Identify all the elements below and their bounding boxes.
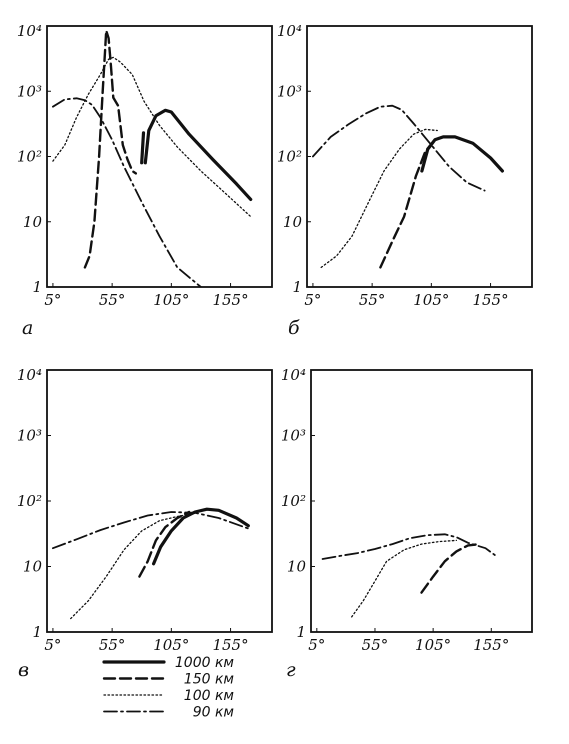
series-line-100-км	[70, 512, 196, 620]
x-tick-label: 5°	[304, 291, 321, 309]
panel-label: б	[288, 317, 300, 339]
y-tick-label: 10⁴	[281, 366, 306, 384]
x-tick-label: 5°	[308, 636, 325, 654]
y-tick-label: 10³	[17, 82, 42, 100]
legend-label: 150 км	[184, 672, 235, 688]
x-tick-label: 105°	[153, 291, 189, 309]
x-tick-label: 105°	[413, 291, 449, 309]
x-tick-label: 155°	[473, 636, 509, 654]
x-tick-label: 155°	[212, 291, 248, 309]
legend-label: 90 км	[193, 705, 235, 721]
chart-panel-3: 1 10 10² 10³ 10⁴ 5° 55° 105° 155° в	[17, 366, 273, 681]
x-tick-label: 105°	[415, 636, 451, 654]
y-tick-label: 10⁴	[17, 22, 42, 40]
series-line-1000-км	[143, 108, 253, 201]
series-line-100-км	[320, 128, 438, 269]
y-tick-label: 10²	[281, 492, 306, 510]
legend-label: 1000 км	[175, 655, 235, 671]
x-tick-label: 155°	[212, 636, 248, 654]
y-tick-label: 10³	[281, 427, 306, 445]
y-tick-label: 10	[283, 213, 303, 231]
series-line-150-км	[83, 29, 138, 269]
series-line-1000-км	[140, 131, 146, 165]
y-tick-label: 1	[292, 278, 302, 296]
y-tick-label: 10	[23, 558, 43, 576]
plot-frame	[46, 369, 273, 633]
chart-panel-1: 1 10 10² 10³ 10⁴ 5° 55° 105° 155° а	[17, 22, 273, 339]
chart-panel-4: 1 10 10² 10³ 10⁴ 5° 55° 105° 155° г	[281, 366, 533, 681]
series-line-1000-км	[152, 507, 250, 566]
chart-panel-2: 1 10 10² 10³ 10⁴ 5° 55° 105° 155° б	[277, 22, 533, 339]
x-tick-label: 5°	[44, 636, 61, 654]
x-tick-label: 5°	[44, 291, 61, 309]
series-line-100-км	[52, 56, 252, 218]
y-tick-label: 1	[32, 623, 42, 641]
panel-label: г	[286, 659, 296, 681]
x-tick-label: 55°	[99, 291, 126, 309]
plot-frame	[46, 25, 273, 288]
series-line-90-км	[52, 511, 250, 550]
panel-label: а	[22, 317, 33, 339]
x-tick-label: 155°	[472, 291, 508, 309]
x-tick-label: 105°	[153, 636, 189, 654]
series-line-150-км	[379, 135, 445, 269]
y-tick-label: 10⁴	[277, 22, 302, 40]
x-tick-label: 55°	[359, 291, 386, 309]
series-line-150-км	[420, 542, 481, 594]
plot-frame	[306, 25, 533, 288]
y-tick-label: 1	[296, 623, 306, 641]
y-tick-label: 10³	[277, 82, 302, 100]
y-tick-label: 10	[23, 213, 43, 231]
y-tick-label: 10⁴	[17, 366, 42, 384]
legend-label: 100 км	[184, 688, 235, 704]
y-tick-label: 1	[32, 278, 42, 296]
x-tick-label: 55°	[99, 636, 126, 654]
y-tick-label: 10²	[277, 148, 302, 166]
y-tick-label: 10²	[17, 148, 42, 166]
series-line-90-км	[311, 104, 486, 192]
x-tick-label: 55°	[362, 636, 389, 654]
panel-label: в	[18, 659, 29, 681]
y-tick-label: 10³	[17, 427, 42, 445]
series-line-150-км	[138, 510, 191, 578]
series-line-100-км	[351, 539, 458, 618]
series-line-90-км	[52, 97, 203, 287]
series-line-90-км	[321, 533, 496, 560]
y-tick-label: 10	[287, 558, 307, 576]
y-tick-label: 10²	[17, 492, 42, 510]
